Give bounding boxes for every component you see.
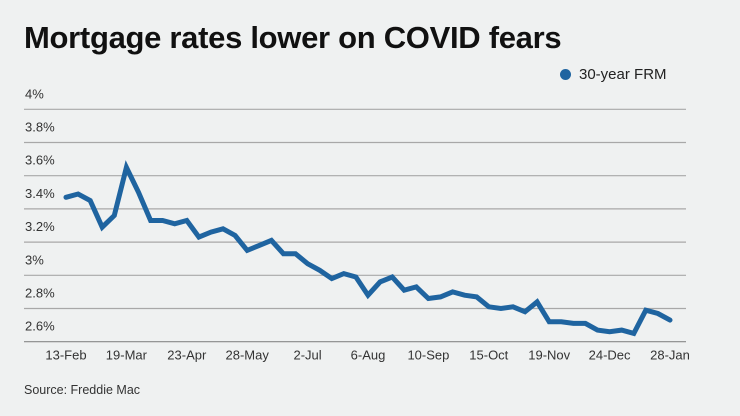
x-tick-label: 19-Mar <box>106 348 148 363</box>
x-tick-label: 10-Sep <box>407 348 449 363</box>
legend-dot-icon <box>560 69 571 80</box>
y-tick-label: 3.6% <box>25 153 55 168</box>
y-tick-label: 2.8% <box>25 286 55 301</box>
x-tick-label: 28-May <box>226 348 270 363</box>
x-tick-label: 2-Jul <box>294 348 322 363</box>
y-tick-label: 3.2% <box>25 219 55 234</box>
y-tick-label: 4% <box>25 86 44 101</box>
legend: 30-year FRM <box>560 66 667 83</box>
x-tick-label: 24-Dec <box>589 348 631 363</box>
x-tick-label: 15-Oct <box>469 348 508 363</box>
y-tick-label: 3.4% <box>25 186 55 201</box>
y-tick-label: 3% <box>25 252 44 267</box>
legend-label: 30-year FRM <box>579 66 667 83</box>
source-note: Source: Freddie Mac <box>24 383 141 397</box>
x-tick-label: 23-Apr <box>167 348 207 363</box>
y-tick-label: 2.6% <box>25 319 55 334</box>
x-tick-label: 19-Nov <box>528 348 570 363</box>
chart-title: Mortgage rates lower on COVID fears <box>24 20 562 55</box>
y-tick-label: 3.8% <box>25 120 55 135</box>
x-tick-label: 28-Jan <box>650 348 690 363</box>
x-tick-label: 6-Aug <box>351 348 386 363</box>
x-tick-label: 13-Feb <box>45 348 86 363</box>
